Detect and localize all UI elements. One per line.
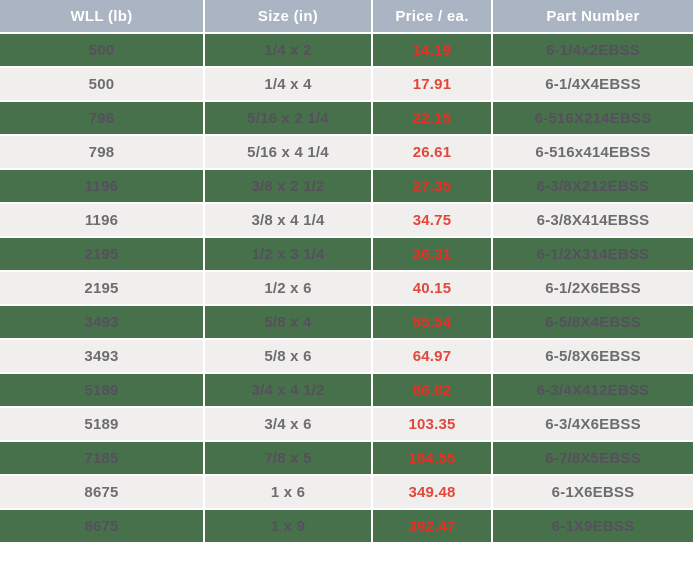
wll-cell: 500 bbox=[0, 32, 205, 68]
price-cell: 184.55 bbox=[371, 440, 493, 476]
table-row: 2195 1/2 x 6 40.15 6-1/2X6EBSS bbox=[0, 270, 693, 306]
size-cell: 1/2 x 3 1/4 bbox=[203, 236, 373, 272]
part-number-cell: 6-1X9EBSS bbox=[491, 508, 693, 544]
table-body: 500 1/4 x 2 14.19 6-1/4x2EBSS 500 1/4 x 4 17.9… bbox=[0, 32, 693, 544]
price-cell: 64.97 bbox=[371, 338, 493, 374]
price-cell: 40.15 bbox=[371, 270, 493, 306]
size-cell: 3/8 x 2 1/2 bbox=[203, 168, 373, 204]
part-number-cell: 6-1X6EBSS bbox=[491, 474, 693, 510]
part-number-cell: 6-1/4X4EBSS bbox=[491, 66, 693, 102]
size-cell: 3/4 x 6 bbox=[203, 406, 373, 442]
part-number-cell: 6-3/4X412EBSS bbox=[491, 372, 693, 408]
table-row: 500 1/4 x 4 17.91 6-1/4X4EBSS bbox=[0, 66, 693, 102]
header-row: WLL (lb) Size (in) Price / ea. Part Numb… bbox=[0, 0, 693, 34]
wll-cell: 3493 bbox=[0, 338, 205, 374]
wll-cell: 2195 bbox=[0, 236, 205, 272]
column-header-wll: WLL (lb) bbox=[0, 0, 205, 34]
price-cell: 22.15 bbox=[371, 100, 493, 136]
size-cell: 5/16 x 4 1/4 bbox=[203, 134, 373, 170]
wll-cell: 8675 bbox=[0, 474, 205, 510]
size-cell: 3/8 x 4 1/4 bbox=[203, 202, 373, 238]
wll-cell: 500 bbox=[0, 66, 205, 102]
size-cell: 5/16 x 2 1/4 bbox=[203, 100, 373, 136]
size-cell: 1/2 x 6 bbox=[203, 270, 373, 306]
price-cell: 349.48 bbox=[371, 474, 493, 510]
column-header-size: Size (in) bbox=[203, 0, 373, 34]
table-row: 8675 1 x 6 349.48 6-1X6EBSS bbox=[0, 474, 693, 510]
part-number-cell: 6-3/4X6EBSS bbox=[491, 406, 693, 442]
price-cell: 392.47 bbox=[371, 508, 493, 544]
wll-cell: 3493 bbox=[0, 304, 205, 340]
size-cell: 3/4 x 4 1/2 bbox=[203, 372, 373, 408]
wll-cell: 1196 bbox=[0, 168, 205, 204]
column-header-price: Price / ea. bbox=[371, 0, 493, 34]
product-pricing-table: WLL (lb) Size (in) Price / ea. Part Numb… bbox=[0, 0, 693, 544]
price-cell: 34.75 bbox=[371, 202, 493, 238]
price-cell: 86.02 bbox=[371, 372, 493, 408]
price-cell: 26.61 bbox=[371, 134, 493, 170]
table-row: 2195 1/2 x 3 1/4 36.31 6-1/2X314EBSS bbox=[0, 236, 693, 272]
wll-cell: 2195 bbox=[0, 270, 205, 306]
table-row: 798 5/16 x 4 1/4 26.61 6-516x414EBSS bbox=[0, 134, 693, 170]
size-cell: 1 x 6 bbox=[203, 474, 373, 510]
table-row: 1196 3/8 x 4 1/4 34.75 6-3/8X414EBSS bbox=[0, 202, 693, 238]
size-cell: 7/8 x 5 bbox=[203, 440, 373, 476]
table-row: 8675 1 x 9 392.47 6-1X9EBSS bbox=[0, 508, 693, 544]
table-row: 3493 5/8 x 4 55.54 6-5/8X4EBSS bbox=[0, 304, 693, 340]
part-number-cell: 6-516X214EBSS bbox=[491, 100, 693, 136]
wll-cell: 5189 bbox=[0, 406, 205, 442]
part-number-cell: 6-1/2X314EBSS bbox=[491, 236, 693, 272]
part-number-cell: 6-1/4x2EBSS bbox=[491, 32, 693, 68]
part-number-cell: 6-1/2X6EBSS bbox=[491, 270, 693, 306]
table-row: 5189 3/4 x 4 1/2 86.02 6-3/4X412EBSS bbox=[0, 372, 693, 408]
size-cell: 1/4 x 2 bbox=[203, 32, 373, 68]
price-cell: 103.35 bbox=[371, 406, 493, 442]
table-row: 500 1/4 x 2 14.19 6-1/4x2EBSS bbox=[0, 32, 693, 68]
price-cell: 17.91 bbox=[371, 66, 493, 102]
price-cell: 27.35 bbox=[371, 168, 493, 204]
table-row: 3493 5/8 x 6 64.97 6-5/8X6EBSS bbox=[0, 338, 693, 374]
part-number-cell: 6-516x414EBSS bbox=[491, 134, 693, 170]
part-number-cell: 6-5/8X4EBSS bbox=[491, 304, 693, 340]
part-number-cell: 6-3/8X212EBSS bbox=[491, 168, 693, 204]
wll-cell: 798 bbox=[0, 134, 205, 170]
table-row: 7185 7/8 x 5 184.55 6-7/8X5EBSS bbox=[0, 440, 693, 476]
price-cell: 36.31 bbox=[371, 236, 493, 272]
part-number-cell: 6-5/8X6EBSS bbox=[491, 338, 693, 374]
table-row: 1196 3/8 x 2 1/2 27.35 6-3/8X212EBSS bbox=[0, 168, 693, 204]
price-cell: 55.54 bbox=[371, 304, 493, 340]
wll-cell: 798 bbox=[0, 100, 205, 136]
wll-cell: 8675 bbox=[0, 508, 205, 544]
size-cell: 1 x 9 bbox=[203, 508, 373, 544]
wll-cell: 1196 bbox=[0, 202, 205, 238]
wll-cell: 7185 bbox=[0, 440, 205, 476]
size-cell: 5/8 x 4 bbox=[203, 304, 373, 340]
table-row: 798 5/16 x 2 1/4 22.15 6-516X214EBSS bbox=[0, 100, 693, 136]
size-cell: 1/4 x 4 bbox=[203, 66, 373, 102]
size-cell: 5/8 x 6 bbox=[203, 338, 373, 374]
price-cell: 14.19 bbox=[371, 32, 493, 68]
wll-cell: 5189 bbox=[0, 372, 205, 408]
table-row: 5189 3/4 x 6 103.35 6-3/4X6EBSS bbox=[0, 406, 693, 442]
part-number-cell: 6-3/8X414EBSS bbox=[491, 202, 693, 238]
part-number-cell: 6-7/8X5EBSS bbox=[491, 440, 693, 476]
column-header-part-number: Part Number bbox=[491, 0, 693, 34]
